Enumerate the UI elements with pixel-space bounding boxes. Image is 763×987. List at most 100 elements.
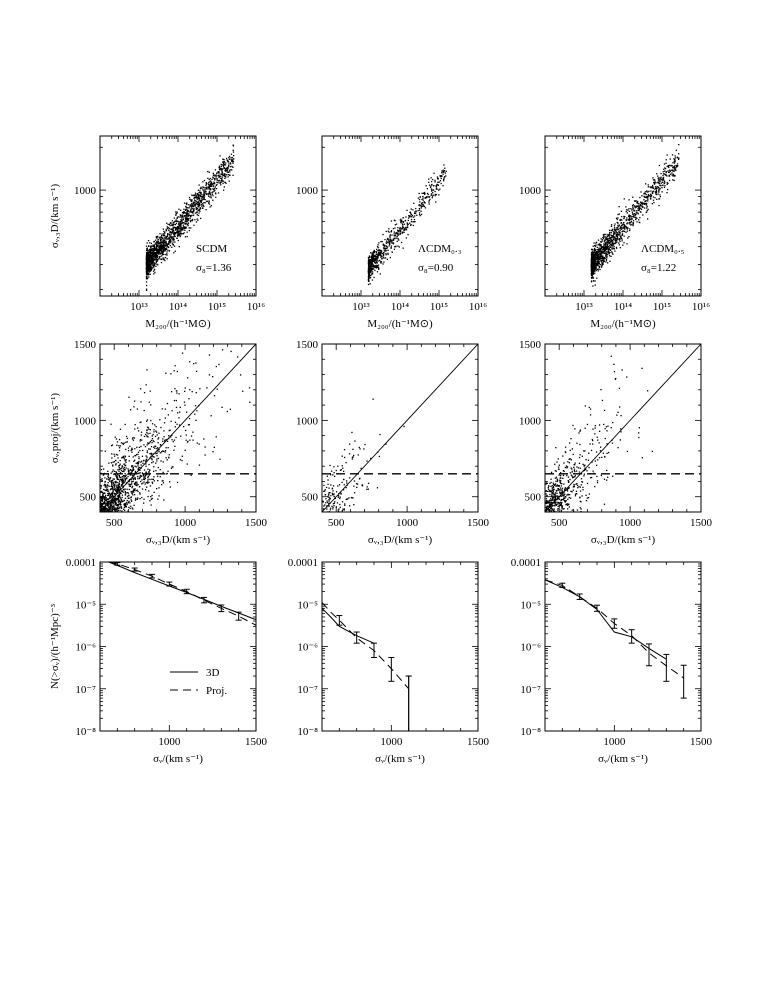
scatter-point: [617, 217, 619, 219]
scatter-point: [128, 500, 130, 502]
y-tick-label: 1000: [519, 185, 542, 197]
scatter-point: [176, 392, 178, 394]
scatter-point: [375, 261, 377, 263]
scatter-point: [193, 199, 196, 201]
scatter-point: [623, 198, 625, 200]
scatter-point: [400, 241, 403, 244]
scatter-point: [165, 228, 167, 230]
scatter-point: [444, 167, 446, 169]
scatter-point: [225, 169, 227, 171]
scatter-point: [369, 265, 371, 267]
scatter-point: [658, 179, 661, 181]
scatter-point: [227, 159, 229, 162]
scatter-point: [171, 246, 173, 248]
scatter-point: [379, 254, 381, 256]
scatter-point: [432, 189, 434, 191]
scatter-point: [614, 239, 616, 241]
scatter-point: [146, 262, 148, 264]
scatter-point: [368, 261, 371, 263]
scatter-point: [381, 240, 383, 243]
scatter-point: [115, 471, 117, 473]
scatter-point: [125, 467, 127, 469]
scatter-point: [220, 181, 222, 183]
scatter-point: [649, 195, 651, 197]
scatter-point: [170, 436, 172, 438]
scatter-point: [126, 499, 128, 502]
scatter-point: [590, 268, 593, 270]
scatter-point: [147, 443, 149, 445]
scatter-point: [111, 502, 113, 504]
scatter-point: [676, 156, 678, 158]
scatter-point: [216, 172, 218, 174]
scatter-point: [118, 495, 121, 497]
scatter-point: [137, 453, 139, 456]
scatter-point: [619, 247, 621, 249]
scatter-point: [591, 259, 593, 261]
scatter-point: [107, 492, 109, 495]
scatter-point: [192, 214, 195, 216]
scatter-point: [174, 224, 177, 226]
scatter-point: [632, 207, 634, 209]
scatter-point: [210, 195, 212, 197]
scatter-point: [635, 213, 637, 216]
scatter-point: [147, 253, 149, 255]
scatter-point: [609, 229, 611, 231]
scatter-point: [194, 204, 196, 206]
scatter-point: [168, 239, 171, 242]
scatter-point: [222, 161, 224, 163]
scatter-point: [590, 269, 593, 271]
scatter-point: [121, 470, 124, 473]
scatter-point: [103, 498, 106, 500]
scatter-point: [616, 229, 618, 231]
scatter-point: [390, 239, 392, 241]
scatter-point: [228, 165, 230, 167]
scatter-point: [389, 243, 391, 245]
scatter-point: [118, 499, 120, 501]
scatter-point: [138, 460, 140, 463]
scatter-point: [193, 205, 195, 207]
scatter-point: [615, 235, 617, 237]
scatter-point: [673, 165, 676, 167]
scatter-point: [143, 474, 145, 476]
scatter-point: [407, 234, 409, 236]
scatter-point: [194, 219, 196, 221]
scatter-point: [606, 256, 608, 258]
scatter-point: [639, 211, 641, 213]
scatter-point: [598, 251, 600, 253]
scatter-point: [156, 488, 158, 490]
scatter-point: [131, 487, 133, 489]
scatter-point: [116, 507, 118, 509]
scatter-point: [164, 245, 166, 247]
scatter-point: [103, 484, 105, 486]
scatter-point: [627, 227, 629, 229]
scatter-point: [186, 213, 189, 215]
scatter-point: [189, 215, 192, 217]
scatter-point: [155, 254, 157, 256]
scatter-point: [645, 193, 647, 196]
scatter-point: [155, 247, 157, 249]
scatter-point: [652, 177, 654, 179]
scatter-point: [593, 263, 595, 265]
scatter-point: [191, 220, 193, 222]
scatter-point: [114, 498, 117, 500]
scatter-point: [372, 260, 374, 263]
scatter-point: [116, 477, 119, 479]
scatter-point: [598, 247, 600, 249]
scatter-point: [672, 169, 674, 171]
scatter-point: [152, 251, 154, 253]
scatter-point: [106, 498, 108, 501]
scatter-point: [133, 437, 136, 439]
scatter-point: [633, 209, 635, 211]
scatter-point: [214, 182, 216, 184]
scatter-point: [614, 233, 616, 235]
scatter-point: [395, 232, 397, 234]
scatter-point: [663, 168, 665, 170]
scatter-point: [626, 223, 628, 225]
scatter-point: [124, 480, 126, 482]
scatter-point: [149, 242, 151, 244]
scatter-point: [369, 263, 371, 265]
scatter-point: [149, 448, 151, 450]
scatter-point: [130, 479, 132, 481]
scatter-point: [166, 246, 168, 248]
scatter-point: [150, 248, 153, 251]
